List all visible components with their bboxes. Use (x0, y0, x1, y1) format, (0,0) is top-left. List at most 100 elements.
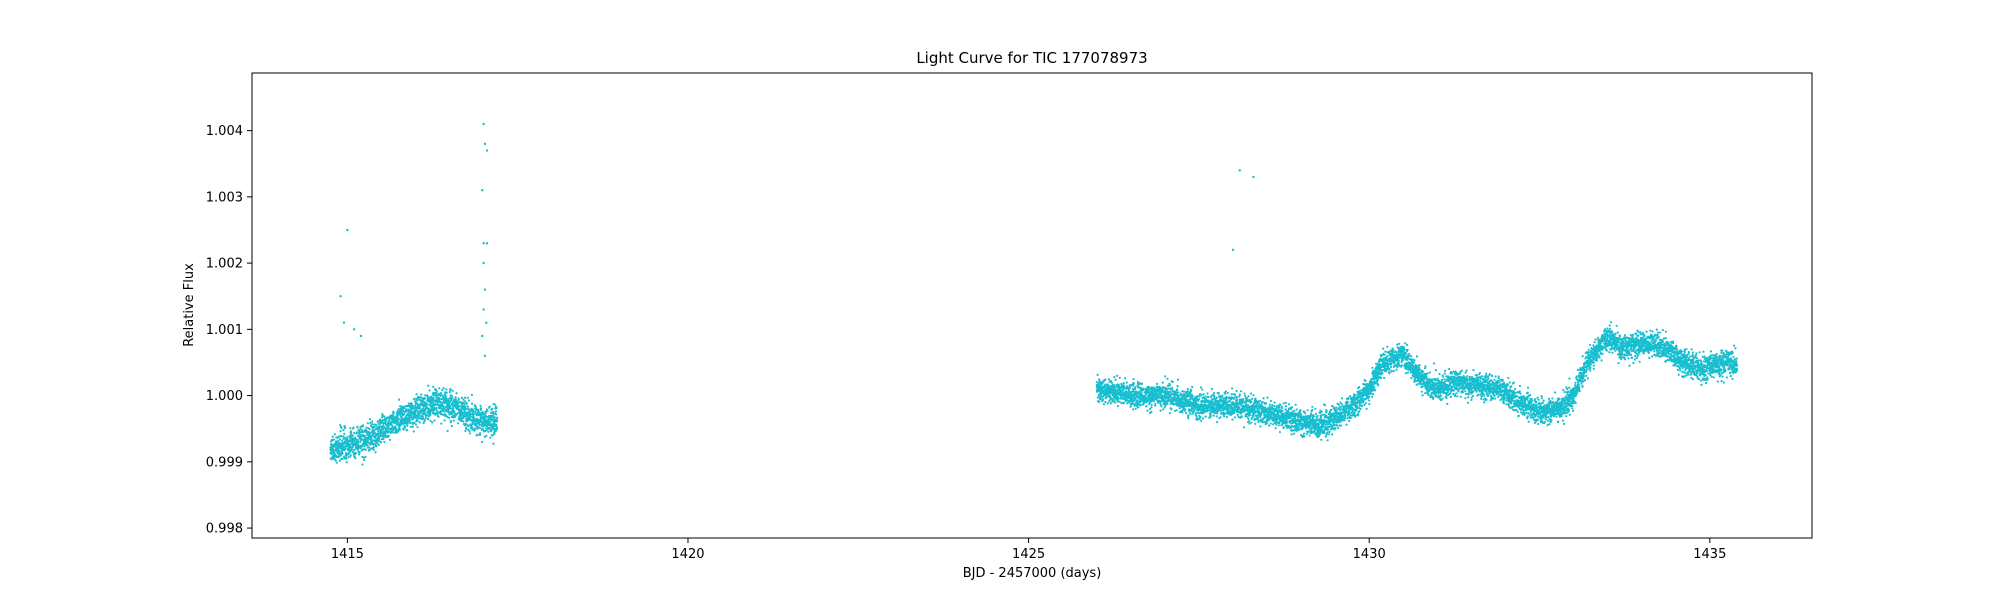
data-point (1257, 419, 1260, 422)
data-point (1388, 368, 1391, 371)
data-point (422, 422, 425, 425)
data-point (1368, 399, 1371, 402)
data-point (1252, 394, 1255, 397)
data-point (1132, 408, 1135, 411)
data-point (1348, 419, 1351, 423)
data-point (493, 416, 496, 419)
data-point (1124, 377, 1127, 380)
data-point (1398, 342, 1401, 345)
data-point (473, 429, 476, 432)
data-point (416, 425, 419, 429)
data-point (1309, 424, 1312, 427)
data-point (431, 421, 434, 424)
data-point (1113, 375, 1116, 379)
data-point (491, 434, 494, 437)
data-point (1343, 419, 1346, 422)
data-point (1275, 404, 1279, 408)
data-point (463, 396, 467, 399)
data-point (465, 408, 468, 411)
data-point (1170, 408, 1173, 411)
data-point (409, 418, 412, 422)
data-point (1222, 405, 1225, 408)
data-point (467, 407, 470, 411)
data-point (1345, 423, 1348, 426)
data-point (1197, 397, 1201, 401)
data-point (438, 387, 441, 390)
data-point (448, 400, 452, 404)
data-point (345, 461, 348, 464)
data-point (1240, 390, 1243, 393)
data-point (442, 405, 445, 408)
data-point (1177, 394, 1181, 398)
data-point (1138, 390, 1141, 393)
data-point (492, 442, 495, 445)
data-point (450, 415, 453, 419)
data-point (1331, 433, 1334, 436)
data-point (1336, 424, 1339, 427)
data-point (412, 398, 415, 401)
data-point (1177, 391, 1180, 394)
data-point (463, 402, 466, 405)
data-point (355, 431, 358, 434)
data-point (1230, 393, 1233, 396)
data-point (1326, 431, 1329, 434)
data-point (447, 402, 450, 405)
data-point (468, 432, 471, 435)
data-point (432, 385, 435, 388)
data-point (363, 443, 366, 446)
data-point (358, 451, 361, 454)
data-point (1210, 387, 1214, 391)
data-point (478, 426, 482, 429)
data-point (340, 426, 343, 429)
data-point (1204, 395, 1207, 398)
data-point (1258, 399, 1262, 403)
data-point (446, 429, 449, 433)
data-point (1397, 362, 1401, 366)
data-point (1252, 414, 1255, 418)
data-point (1254, 422, 1257, 425)
data-point (1381, 372, 1384, 375)
data-point (390, 421, 393, 424)
data-point (421, 415, 424, 418)
data-point (409, 425, 412, 428)
data-point (479, 404, 482, 407)
data-point (331, 439, 334, 442)
data-point (1231, 387, 1234, 390)
data-point (1364, 379, 1367, 383)
data-point (336, 446, 339, 449)
data-point (491, 407, 494, 410)
data-point (374, 436, 377, 439)
data-point (1264, 402, 1268, 405)
data-point (479, 432, 482, 435)
data-point (1132, 382, 1135, 385)
data-point (1109, 402, 1113, 405)
data-point (1274, 427, 1277, 430)
data-point (435, 406, 438, 409)
data-point (1354, 414, 1358, 417)
data-point (436, 410, 439, 413)
data-point (377, 422, 380, 426)
data-point (457, 422, 460, 425)
data-point (361, 425, 364, 428)
data-point (469, 415, 472, 418)
data-point (1384, 370, 1388, 373)
data-point (438, 397, 441, 401)
data-point (1221, 394, 1224, 397)
data-point (1353, 411, 1356, 414)
data-point (1161, 381, 1164, 384)
data-point (391, 424, 394, 427)
data-point (1269, 399, 1272, 403)
data-point (1340, 405, 1343, 408)
data-point (439, 394, 442, 397)
data-point (1169, 391, 1172, 394)
data-point (1171, 380, 1174, 383)
data-point (1186, 388, 1189, 391)
data-point (467, 399, 471, 402)
data-point (378, 436, 381, 439)
data-point (335, 461, 338, 464)
data-point (454, 396, 457, 399)
data-point (455, 392, 458, 395)
data-point (1190, 389, 1193, 392)
data-point (1112, 398, 1115, 401)
